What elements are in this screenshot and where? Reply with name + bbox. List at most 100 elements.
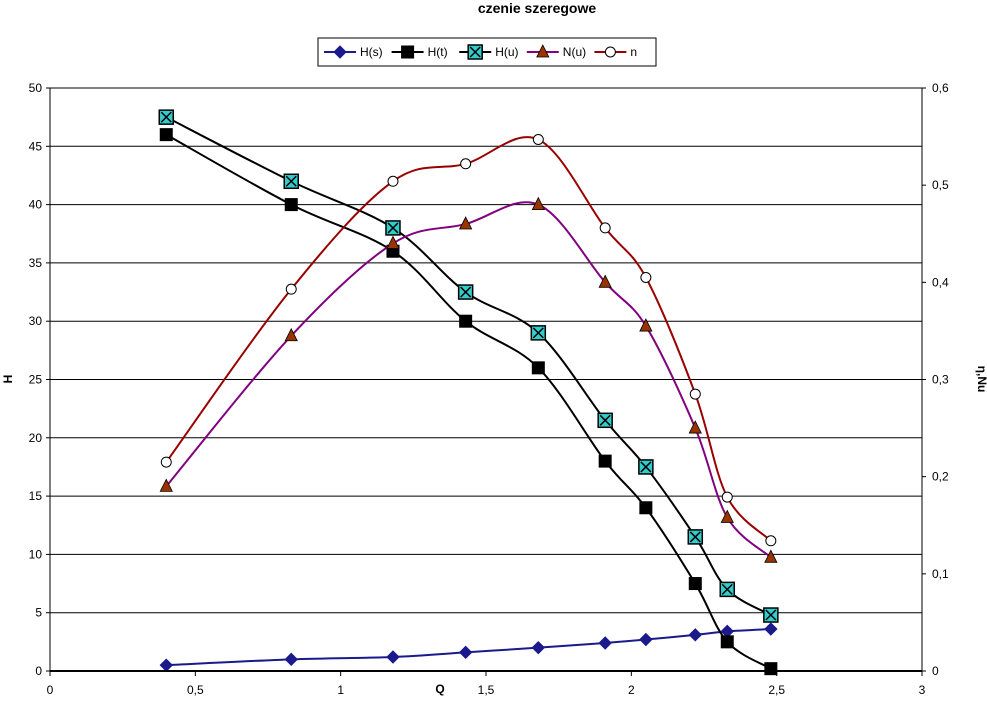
data-point xyxy=(458,645,473,660)
y2-tick-label: 0,5 xyxy=(932,178,949,192)
data-point xyxy=(763,607,779,623)
series-line xyxy=(166,628,771,667)
marker-cross xyxy=(160,111,172,123)
y2-tick-label: 0,4 xyxy=(932,275,949,289)
data-point xyxy=(457,284,474,300)
legend-marker xyxy=(604,46,616,58)
data-point xyxy=(598,274,612,288)
legend-label: N(u) xyxy=(563,45,586,59)
series-h-t xyxy=(159,128,778,676)
legend-entry: H(t) xyxy=(391,45,448,59)
gridlines xyxy=(50,87,922,614)
series-line xyxy=(165,116,772,616)
data-point xyxy=(764,662,778,676)
y-tick-label: 0 xyxy=(35,664,42,678)
data-point xyxy=(285,283,297,295)
chart-title: czenie szeregowe xyxy=(478,0,596,16)
y-tick-label: 25 xyxy=(29,373,43,387)
data-point xyxy=(689,388,701,400)
legend-entry: N(u) xyxy=(526,44,586,59)
data-point xyxy=(688,628,702,642)
series-n xyxy=(160,133,777,547)
data-point xyxy=(719,581,736,598)
data-point xyxy=(284,198,298,212)
series-n-u xyxy=(159,196,778,563)
x-tick-label: 1 xyxy=(337,683,344,697)
data-point xyxy=(459,216,473,230)
series-line xyxy=(165,136,772,542)
marker-cross xyxy=(460,286,472,298)
data-point xyxy=(688,420,702,434)
data-point xyxy=(639,501,653,515)
y2-tick-label: 0,3 xyxy=(932,373,949,387)
series-h-u xyxy=(158,109,779,623)
y-tick-label: 15 xyxy=(29,489,43,503)
data-point xyxy=(640,271,652,283)
y-axis-label: H xyxy=(1,375,15,384)
data-point xyxy=(597,412,613,429)
legend: H(s) H(t) H(u) N(u) n xyxy=(317,37,657,67)
data-point xyxy=(460,158,472,170)
legend-label: H(t) xyxy=(428,45,448,59)
legend-label: H(u) xyxy=(495,45,518,59)
legend-entry: H(s) xyxy=(324,45,383,59)
y-tick-label: 5 xyxy=(35,606,42,620)
data-point xyxy=(688,577,702,591)
x-tick-label: 0 xyxy=(47,683,54,697)
marker-cross xyxy=(469,46,481,58)
data-point xyxy=(599,222,611,234)
legend-label: n xyxy=(630,45,637,59)
data-point xyxy=(598,454,612,468)
data-point xyxy=(764,549,778,563)
x-tick-label: 2,5 xyxy=(768,683,785,697)
data-point xyxy=(531,196,545,211)
marker-cross xyxy=(599,414,611,426)
y-tick-label: 35 xyxy=(29,256,43,270)
marker-cross xyxy=(532,327,544,339)
series-line xyxy=(165,201,772,559)
data-point xyxy=(160,456,172,468)
marker-cross xyxy=(689,531,701,543)
data-point xyxy=(385,220,401,236)
data-point xyxy=(639,632,653,647)
y-tick-label: 40 xyxy=(29,198,43,212)
series-line xyxy=(165,133,772,670)
data-point xyxy=(531,640,546,655)
legend-entry: H(u) xyxy=(459,44,519,60)
x-tick-label: 1,5 xyxy=(478,683,495,697)
data-point xyxy=(687,529,704,545)
series-h-s xyxy=(159,622,778,672)
legend-label: H(s) xyxy=(360,45,383,59)
data-point xyxy=(639,318,653,332)
data-point xyxy=(159,478,173,492)
legend-marker xyxy=(536,44,550,58)
data-point xyxy=(531,361,545,375)
y2-tick-label: 0,1 xyxy=(932,567,949,581)
legend-marker xyxy=(401,45,415,59)
data-point xyxy=(765,535,777,547)
x-tick-label: 3 xyxy=(919,683,926,697)
x-axis-label: Q xyxy=(435,682,444,696)
data-point xyxy=(158,109,175,125)
data-point xyxy=(284,327,298,342)
data-point xyxy=(387,175,399,187)
data-point xyxy=(638,459,654,475)
marker-cross xyxy=(387,222,399,234)
marker-cross xyxy=(285,175,297,187)
data-point xyxy=(386,650,400,664)
data-point xyxy=(159,658,173,672)
data-point xyxy=(720,635,734,649)
data-point xyxy=(598,636,612,650)
data-point xyxy=(532,133,544,145)
y2-tick-label: 0,6 xyxy=(932,81,949,95)
marker-cross xyxy=(765,609,777,621)
y-tick-label: 10 xyxy=(29,547,43,561)
series-layer xyxy=(158,109,779,676)
data-point xyxy=(459,314,473,328)
legend-marker xyxy=(333,45,347,59)
y-tick-label: 30 xyxy=(29,314,43,328)
x-tick-label: 0,5 xyxy=(187,683,204,697)
y2-tick-label: 0 xyxy=(932,664,939,678)
marker-cross xyxy=(640,461,652,473)
